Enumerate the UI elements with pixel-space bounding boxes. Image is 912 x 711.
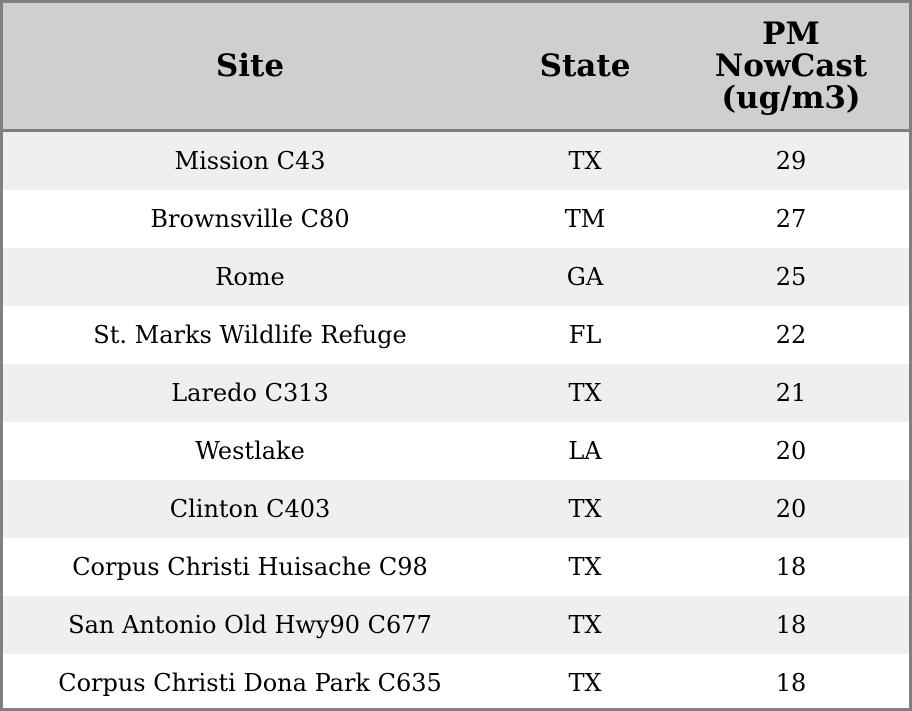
pm-value-cell: 20 bbox=[775, 437, 807, 465]
table-row: Mission C43 TX 29 bbox=[3, 132, 909, 190]
pm-value-cell: 18 bbox=[775, 611, 807, 639]
site-cell: St. Marks Wildlife Refuge bbox=[93, 321, 407, 349]
site-cell: Brownsville C80 bbox=[150, 205, 350, 233]
state-cell: TX bbox=[568, 495, 602, 523]
site-cell: Westlake bbox=[195, 437, 305, 465]
table-row: San Antonio Old Hwy90 C677 TX 18 bbox=[3, 596, 909, 654]
header-state: State bbox=[539, 48, 631, 84]
header-pm-nowcast: PM NowCast (ug/m3) bbox=[714, 16, 868, 116]
pm-value-cell: 18 bbox=[775, 553, 807, 581]
site-cell: Corpus Christi Huisache C98 bbox=[72, 553, 428, 581]
pm-value-cell: 20 bbox=[775, 495, 807, 523]
table-row: Rome GA 25 bbox=[3, 248, 909, 306]
table-header-row: Site State PM NowCast (ug/m3) bbox=[3, 3, 909, 132]
state-cell: TX bbox=[568, 553, 602, 581]
state-cell: GA bbox=[566, 263, 604, 291]
state-cell: TX bbox=[568, 147, 602, 175]
header-site: Site bbox=[215, 48, 285, 84]
site-cell: San Antonio Old Hwy90 C677 bbox=[68, 611, 432, 639]
state-cell: LA bbox=[568, 437, 602, 465]
site-cell: Clinton C403 bbox=[169, 495, 331, 523]
table-row: St. Marks Wildlife Refuge FL 22 bbox=[3, 306, 909, 364]
table-row: Corpus Christi Huisache C98 TX 18 bbox=[3, 538, 909, 596]
pm-value-cell: 27 bbox=[775, 205, 807, 233]
table-row: Laredo C313 TX 21 bbox=[3, 364, 909, 422]
table-body: Mission C43 TX 29 Brownsville C80 TM 27 Rome GA… bbox=[3, 132, 909, 708]
table-row: Clinton C403 TX 20 bbox=[3, 480, 909, 538]
site-cell: Mission C43 bbox=[174, 147, 326, 175]
site-cell: Laredo C313 bbox=[171, 379, 329, 407]
state-cell: TX bbox=[568, 669, 602, 697]
pm-value-cell: 21 bbox=[775, 379, 807, 407]
pm-value-cell: 22 bbox=[775, 321, 807, 349]
site-cell: Rome bbox=[215, 263, 285, 291]
table-row: Westlake LA 20 bbox=[3, 422, 909, 480]
state-cell: TM bbox=[564, 205, 606, 233]
pm-value-cell: 29 bbox=[775, 147, 807, 175]
site-cell: Corpus Christi Dona Park C635 bbox=[58, 669, 442, 697]
pm-value-cell: 18 bbox=[775, 669, 807, 697]
pm-value-cell: 25 bbox=[775, 263, 807, 291]
table-row: Corpus Christi Dona Park C635 TX 18 bbox=[3, 654, 909, 708]
state-cell: TX bbox=[568, 379, 602, 407]
state-cell: FL bbox=[568, 321, 602, 349]
table-row: Brownsville C80 TM 27 bbox=[3, 190, 909, 248]
state-cell: TX bbox=[568, 611, 602, 639]
